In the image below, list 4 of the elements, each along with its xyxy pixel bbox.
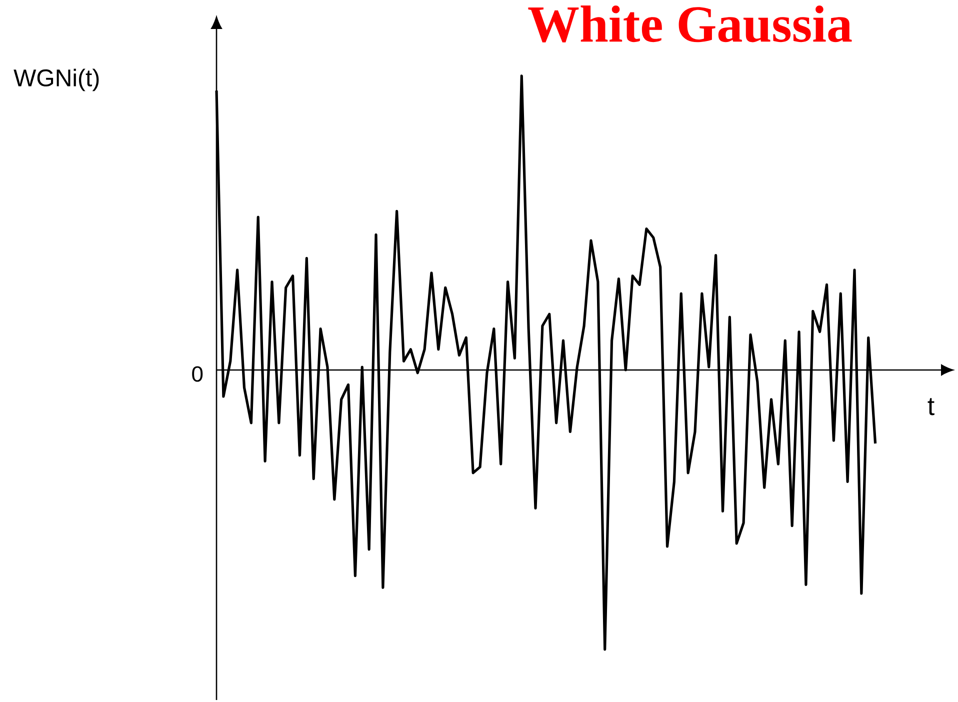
chart-title: White Gaussia xyxy=(528,6,852,42)
x-axis-title: t xyxy=(928,398,934,416)
y-axis-title: WGNi(t) xyxy=(14,68,99,92)
text: 0 xyxy=(192,366,203,382)
